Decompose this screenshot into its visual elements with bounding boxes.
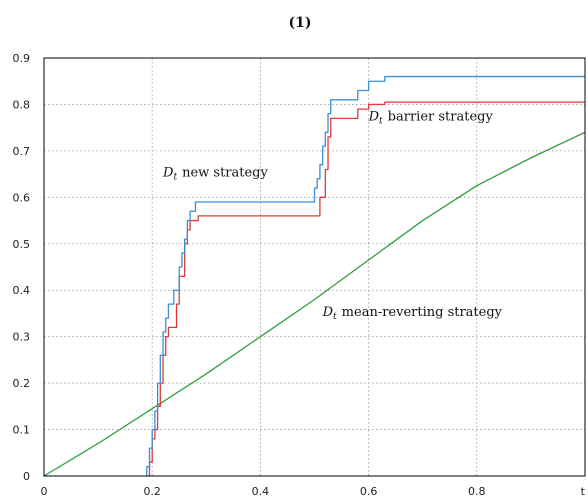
annotation-label: Dt mean-reverting strategy <box>322 305 503 322</box>
x-tick-label: 0 <box>41 485 48 498</box>
y-tick-label: 0.8 <box>13 98 31 111</box>
annotation-label: Dt new strategy <box>162 165 268 182</box>
series-line-mean-reverting-strategy <box>43 131 586 477</box>
y-tick-labels: 0 0.1 0.2 0.3 0.4 0.5 0.6 0.7 0.8 0.9 <box>13 52 31 483</box>
x-tick-label: 0.4 <box>252 485 270 498</box>
y-tick-label: 0.2 <box>13 377 31 390</box>
annotation-label: Dt barrier strategy <box>368 110 494 127</box>
x-tick-labels: 0 0.2 0.4 0.6 0.8 <box>41 485 486 498</box>
y-tick-label: 0.7 <box>13 145 31 158</box>
x-tick-label: 0.8 <box>468 485 486 498</box>
series-line-barrier-strategy <box>148 101 585 476</box>
y-tick-label: 0 <box>23 470 30 483</box>
x-axis-label: t <box>581 485 586 498</box>
y-tick-label: 0.1 <box>13 424 31 437</box>
gridlines <box>44 58 585 476</box>
y-tick-label: 0.3 <box>13 331 31 344</box>
y-tick-label: 0.6 <box>13 191 31 204</box>
series-line-new-strategy <box>146 75 585 476</box>
plot-frame <box>43 57 586 477</box>
annotations: Dt new strategy Dt barrier strategy Dt mean-r… <box>162 110 503 322</box>
y-tick-label: 0.4 <box>13 284 31 297</box>
x-tick-label: 0.6 <box>360 485 378 498</box>
series-lines <box>43 75 586 477</box>
y-tick-label: 0.9 <box>13 52 31 65</box>
y-tick-label: 0.5 <box>13 238 31 251</box>
x-tick-label: 0.2 <box>143 485 161 498</box>
chart-title: (1) <box>289 15 312 31</box>
